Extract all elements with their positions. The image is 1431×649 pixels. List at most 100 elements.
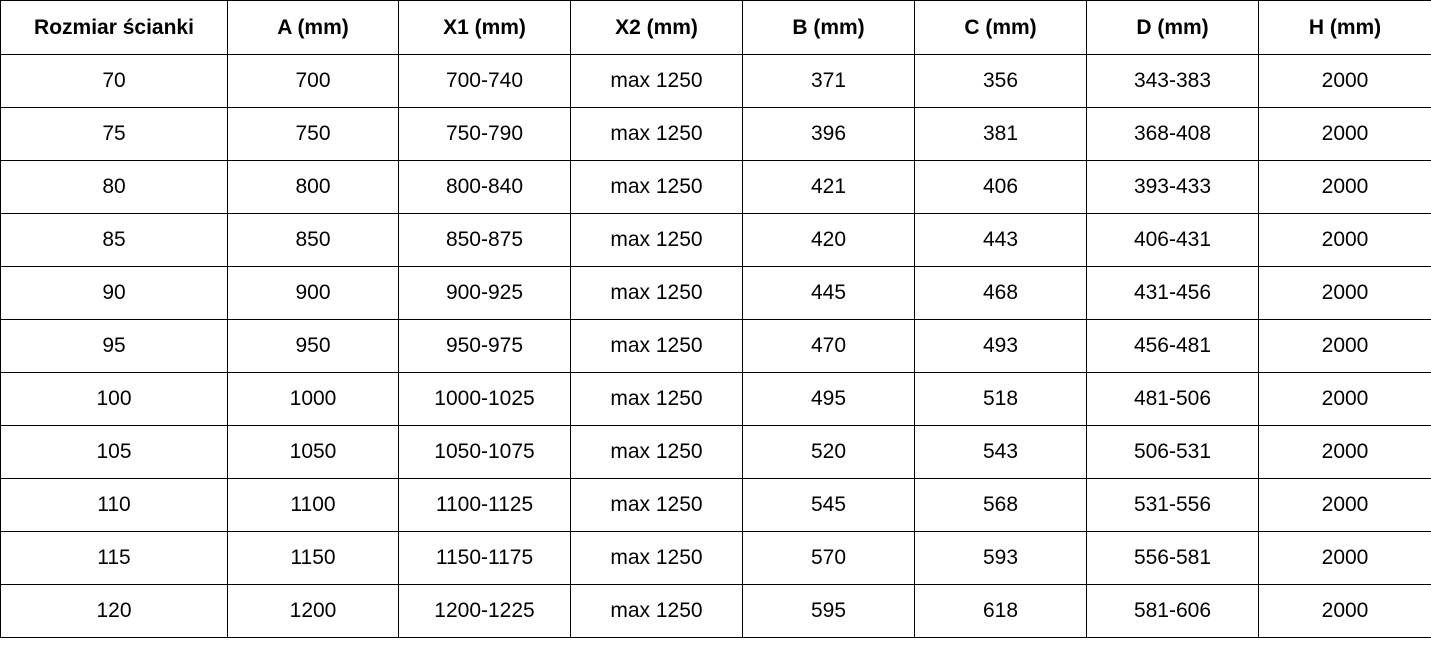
table-cell: 1000 [227, 372, 399, 426]
table-cell: 800-840 [398, 160, 571, 214]
table-cell: 950-975 [398, 319, 571, 373]
table-row: 70 700 700-740 max 1250 371 356 343-383 2000 [0, 54, 1431, 108]
table-cell: 900 [227, 266, 399, 320]
table-cell: 2000 [1258, 319, 1431, 373]
table-cell: max 1250 [570, 107, 743, 161]
table-cell: 593 [914, 531, 1087, 585]
table-cell: 1200-1225 [398, 584, 571, 638]
table-cell: 406 [914, 160, 1087, 214]
table-cell: 545 [742, 478, 915, 532]
table-cell: 850-875 [398, 213, 571, 267]
table-cell: 518 [914, 372, 1087, 426]
table-row: 110 1100 1100-1125 max 1250 545 568 531-556 200… [0, 478, 1431, 532]
table-cell: 468 [914, 266, 1087, 320]
table-cell: 1050 [227, 425, 399, 479]
table-cell: 85 [0, 213, 228, 267]
table-cell: max 1250 [570, 584, 743, 638]
table-cell: 445 [742, 266, 915, 320]
table-cell: 618 [914, 584, 1087, 638]
table-cell: max 1250 [570, 54, 743, 108]
table-cell: 1000-1025 [398, 372, 571, 426]
table-row: 85 850 850-875 max 1250 420 443 406-431 2000 [0, 213, 1431, 267]
table-cell: max 1250 [570, 531, 743, 585]
table-cell: 595 [742, 584, 915, 638]
table-cell: 520 [742, 425, 915, 479]
table-row: 90 900 900-925 max 1250 445 468 431-456 2000 [0, 266, 1431, 320]
table-cell: 420 [742, 213, 915, 267]
table-cell: 1200 [227, 584, 399, 638]
table-cell: max 1250 [570, 425, 743, 479]
table-cell: 371 [742, 54, 915, 108]
table-cell: 443 [914, 213, 1087, 267]
table-cell: 2000 [1258, 54, 1431, 108]
table-row: 120 1200 1200-1225 max 1250 595 618 581-606 200… [0, 584, 1431, 638]
table-cell: 470 [742, 319, 915, 373]
table-cell: 1150 [227, 531, 399, 585]
column-header: X2 (mm) [570, 0, 743, 55]
table-cell: 2000 [1258, 213, 1431, 267]
table-cell: 700-740 [398, 54, 571, 108]
table-cell: 2000 [1258, 478, 1431, 532]
table-cell: 950 [227, 319, 399, 373]
table-cell: 105 [0, 425, 228, 479]
table-cell: 431-456 [1086, 266, 1259, 320]
table-cell: 750 [227, 107, 399, 161]
column-header: D (mm) [1086, 0, 1259, 55]
table-cell: 95 [0, 319, 228, 373]
table-cell: 2000 [1258, 372, 1431, 426]
table-cell: 570 [742, 531, 915, 585]
table-cell: 800 [227, 160, 399, 214]
table-cell: max 1250 [570, 160, 743, 214]
table-cell: 750-790 [398, 107, 571, 161]
table-cell: 110 [0, 478, 228, 532]
column-header: X1 (mm) [398, 0, 571, 55]
table-cell: max 1250 [570, 213, 743, 267]
header-row: Rozmiar ścianki A (mm) X1 (mm) X2 (mm) B (mm… [0, 0, 1431, 55]
table-cell: 90 [0, 266, 228, 320]
table-cell: 120 [0, 584, 228, 638]
table-cell: 381 [914, 107, 1087, 161]
table-cell: 456-481 [1086, 319, 1259, 373]
table-cell: max 1250 [570, 319, 743, 373]
table-row: 80 800 800-840 max 1250 421 406 393-433 2000 [0, 160, 1431, 214]
table-row: 115 1150 1150-1175 max 1250 570 593 556-581 200… [0, 531, 1431, 585]
table-row: 75 750 750-790 max 1250 396 381 368-408 2000 [0, 107, 1431, 161]
table-cell: 421 [742, 160, 915, 214]
table-cell: max 1250 [570, 372, 743, 426]
table-cell: 343-383 [1086, 54, 1259, 108]
column-header: B (mm) [742, 0, 915, 55]
table-cell: 493 [914, 319, 1087, 373]
table-body: 70 700 700-740 max 1250 371 356 343-383 2000 75 7… [0, 54, 1431, 638]
table-cell: 568 [914, 478, 1087, 532]
table-cell: 543 [914, 425, 1087, 479]
table-row: 100 1000 1000-1025 max 1250 495 518 481-506 200… [0, 372, 1431, 426]
table-cell: 495 [742, 372, 915, 426]
table-cell: 506-531 [1086, 425, 1259, 479]
table-cell: 556-581 [1086, 531, 1259, 585]
table-cell: 368-408 [1086, 107, 1259, 161]
table-cell: 2000 [1258, 266, 1431, 320]
table-cell: 100 [0, 372, 228, 426]
table-cell: 356 [914, 54, 1087, 108]
table-cell: 1150-1175 [398, 531, 571, 585]
table-cell: 2000 [1258, 160, 1431, 214]
table-cell: 1050-1075 [398, 425, 571, 479]
table-cell: 481-506 [1086, 372, 1259, 426]
table-cell: 75 [0, 107, 228, 161]
column-header: A (mm) [227, 0, 399, 55]
table-cell: 700 [227, 54, 399, 108]
table-cell: 1100 [227, 478, 399, 532]
table-cell: 2000 [1258, 425, 1431, 479]
column-header: Rozmiar ścianki [0, 0, 228, 55]
table-cell: 396 [742, 107, 915, 161]
table-cell: 900-925 [398, 266, 571, 320]
table-cell: 115 [0, 531, 228, 585]
column-header: H (mm) [1258, 0, 1431, 55]
table-row: 105 1050 1050-1075 max 1250 520 543 506-531 200… [0, 425, 1431, 479]
table-cell: 406-431 [1086, 213, 1259, 267]
table-row: 95 950 950-975 max 1250 470 493 456-481 2000 [0, 319, 1431, 373]
table-cell: 2000 [1258, 531, 1431, 585]
table-cell: 2000 [1258, 584, 1431, 638]
table-cell: 531-556 [1086, 478, 1259, 532]
